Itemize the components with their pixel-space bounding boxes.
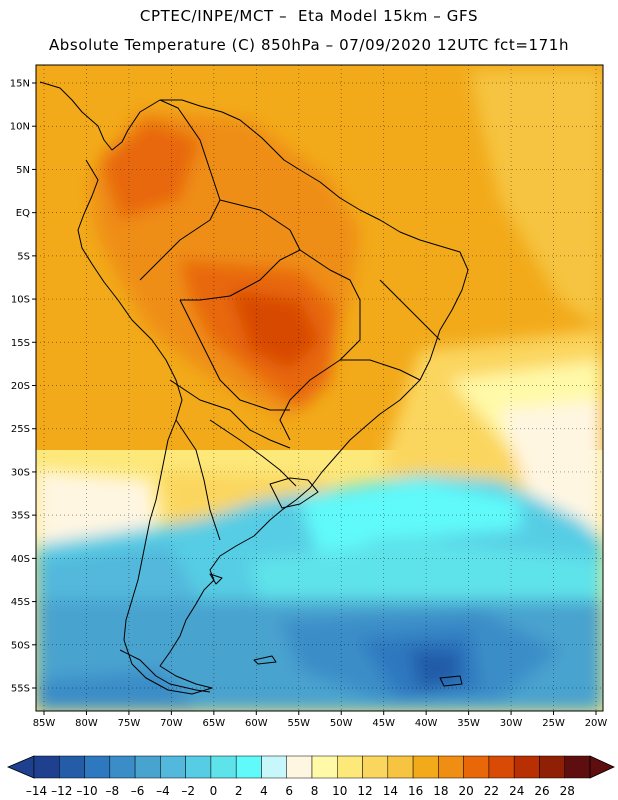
color-bar-swatch — [235, 755, 262, 779]
color-bar-swatch — [109, 755, 136, 779]
title-line-2: Absolute Temperature (C) 850hPa – 07/09/… — [48, 36, 570, 54]
color-bar-swatch — [337, 755, 363, 779]
lon-label: 25W — [542, 718, 565, 729]
lon-label: 80W — [75, 718, 98, 729]
color-bar-swatch — [412, 755, 439, 779]
lon-label: 55W — [287, 718, 310, 729]
lat-label: 30S — [11, 467, 30, 478]
lon-label: 85W — [33, 718, 56, 729]
title-line-1: CPTEC/INPE/MCT – Eta Model 15km – GFS — [139, 7, 479, 25]
color-bar-swatch — [84, 755, 111, 779]
color-bar-label: 6 — [285, 784, 293, 798]
color-bar-label: –12 — [51, 784, 72, 798]
lat-label: 10S — [11, 295, 30, 306]
color-bar-label: –4 — [156, 784, 170, 798]
color-bar-label: 20 — [459, 784, 474, 798]
color-bar-label: 18 — [433, 784, 448, 798]
color-bar-label: 28 — [560, 784, 575, 798]
color-bar-swatch — [286, 755, 313, 779]
color-bar-label: 26 — [534, 784, 549, 798]
color-bar-label: –14 — [26, 784, 47, 798]
lat-label: 35S — [11, 511, 30, 522]
lat-label: 55S — [11, 684, 30, 695]
color-bar-label: 16 — [408, 784, 423, 798]
color-bar-labels: –14 –12 –10 –8 –6 –4 –2 0 2 4 6 8 10 12 14 16 18 20 22 24 26… — [26, 784, 575, 798]
lon-label: 30W — [500, 718, 523, 729]
temperature-field — [36, 65, 603, 711]
color-bar-label: 0 — [210, 784, 218, 798]
color-bar-label: 2 — [235, 784, 243, 798]
color-bar-swatch — [513, 755, 540, 779]
color-bar-swatch — [185, 755, 212, 779]
color-bar-swatch — [210, 755, 237, 779]
lat-label: 20S — [11, 381, 30, 392]
color-bar-swatch — [362, 755, 389, 779]
color-bar-label: 4 — [260, 784, 268, 798]
lat-label: 50S — [11, 640, 30, 651]
color-bar-swatch — [488, 755, 515, 779]
color-bar-swatch — [134, 755, 161, 779]
color-bar-right-arrow — [589, 755, 615, 779]
color-bar-swatch — [387, 755, 414, 779]
lat-label: 45S — [11, 597, 30, 608]
lat-label: 15S — [11, 338, 30, 349]
lon-label: 60W — [245, 718, 268, 729]
color-bar-swatch — [261, 755, 287, 779]
color-bar-label: 22 — [484, 784, 499, 798]
lon-label: 50W — [330, 718, 353, 729]
color-bar-label: 14 — [383, 784, 398, 798]
longitude-labels: 85W 80W 75W 70W 65W 60W 55W 50W 45W 40W 35W 30W 25W 2… — [33, 711, 608, 729]
map-frame — [35, 64, 604, 712]
lat-label: 10N — [10, 122, 30, 133]
lat-label: 15N — [10, 79, 30, 90]
color-bar-swatch — [463, 755, 490, 779]
lon-label: 70W — [160, 718, 183, 729]
latitude-labels: 15N 10N 5N EQ 5S 10S 15S 20S 25S 30S 35S 40S 45S 50S 5… — [10, 79, 36, 695]
color-bar-swatch — [539, 755, 565, 779]
color-bar-label: 10 — [332, 784, 347, 798]
color-bar-swatch — [438, 755, 464, 779]
color-bar-swatch — [59, 755, 85, 779]
color-bar-label: 24 — [509, 784, 524, 798]
lat-label: 40S — [11, 554, 30, 565]
lat-label: 5N — [16, 165, 30, 176]
lon-label: 20W — [585, 718, 608, 729]
lon-label: 75W — [118, 718, 141, 729]
color-bar-label: 12 — [357, 784, 372, 798]
color-bar-swatch — [160, 755, 186, 779]
coastlines — [39, 81, 469, 695]
lon-label: 65W — [203, 718, 226, 729]
lat-label: EQ — [16, 208, 30, 219]
lat-label: 5S — [17, 251, 30, 262]
color-bar — [6, 755, 615, 779]
lon-label: 35W — [457, 718, 480, 729]
lat-label: 25S — [11, 424, 30, 435]
color-bar-label: –8 — [106, 784, 120, 798]
lon-label: 45W — [372, 718, 395, 729]
color-bar-label: 8 — [311, 784, 319, 798]
color-bar-swatch — [564, 755, 591, 779]
color-bar-swatch — [311, 755, 338, 779]
color-bar-left-arrow — [6, 755, 35, 779]
color-bar-swatch — [33, 755, 60, 779]
color-bar-label: –10 — [76, 784, 97, 798]
color-bar-label: –6 — [131, 784, 145, 798]
lat-lon-grid — [36, 65, 603, 711]
color-bar-label: –2 — [181, 784, 195, 798]
lon-label: 40W — [415, 718, 438, 729]
